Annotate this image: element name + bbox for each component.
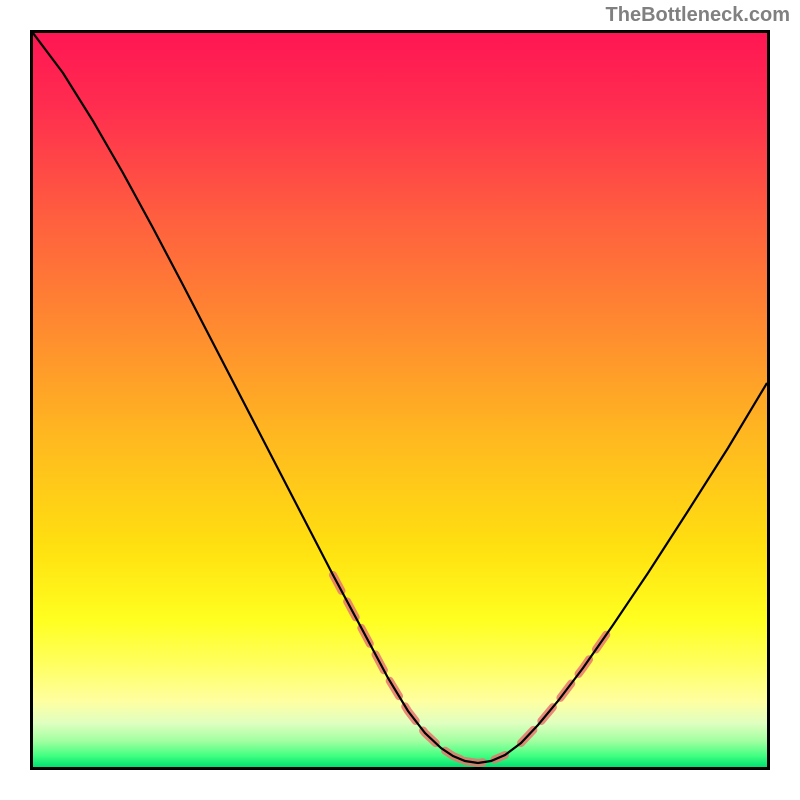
- plot-area: [30, 30, 770, 770]
- watermark-text: TheBottleneck.com: [606, 4, 790, 27]
- bottleneck-curve: [33, 33, 767, 767]
- chart-container: TheBottleneck.com: [0, 0, 800, 800]
